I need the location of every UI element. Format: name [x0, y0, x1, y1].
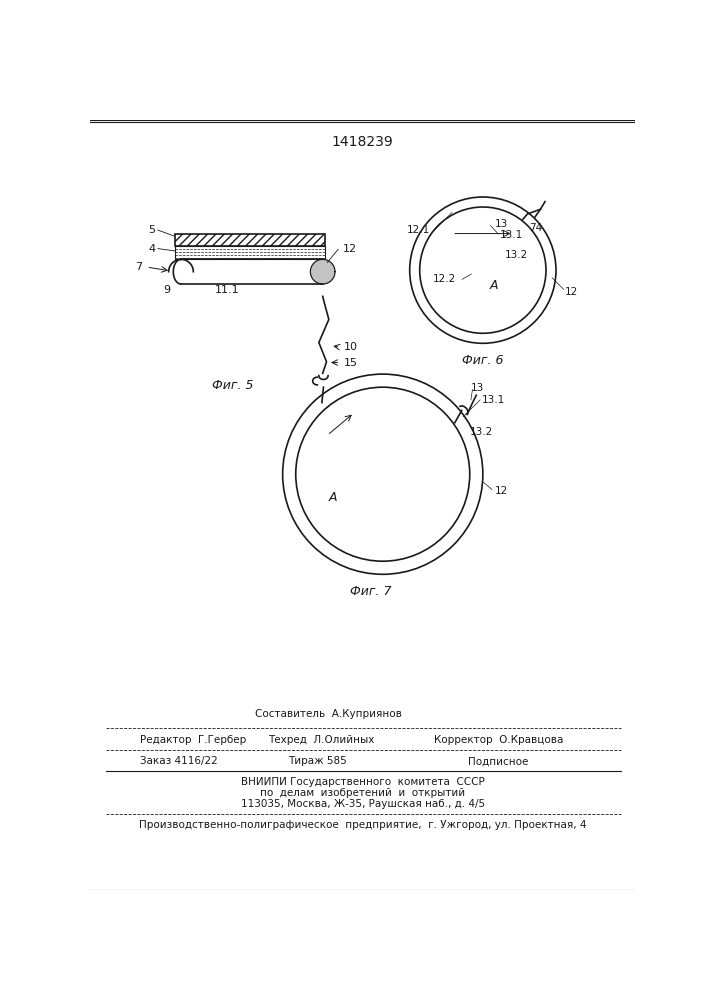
Text: 74: 74 [529, 223, 542, 233]
Text: Заказ 4116/22: Заказ 4116/22 [140, 756, 218, 766]
Text: 13.2: 13.2 [504, 250, 527, 260]
Text: 13.1: 13.1 [500, 231, 523, 240]
Text: A: A [490, 279, 498, 292]
Text: 13: 13 [494, 219, 508, 229]
Text: Фиг. 7: Фиг. 7 [351, 585, 392, 598]
Text: Фиг. 6: Фиг. 6 [462, 354, 503, 367]
Text: 12: 12 [494, 486, 508, 496]
Text: 10: 10 [344, 342, 358, 352]
Text: по  делам  изобретений  и  открытий: по делам изобретений и открытий [260, 788, 465, 798]
Text: Редактор  Г.Гербер: Редактор Г.Гербер [140, 735, 247, 745]
Text: 113035, Москва, Ж-35, Раушская наб., д. 4/5: 113035, Москва, Ж-35, Раушская наб., д. … [240, 799, 485, 809]
Text: 1418239: 1418239 [332, 135, 394, 149]
Text: 12: 12 [343, 244, 357, 254]
Text: Корректор  О.Кравцова: Корректор О.Кравцова [433, 735, 563, 745]
Text: 13: 13 [471, 383, 484, 393]
Text: Составитель  А.Куприянов: Составитель А.Куприянов [255, 709, 402, 719]
Text: 5: 5 [148, 225, 156, 235]
Text: 15: 15 [344, 358, 358, 368]
Text: 7: 7 [135, 262, 143, 272]
Text: 9: 9 [163, 285, 170, 295]
Text: 12.1: 12.1 [407, 225, 431, 235]
Text: Производственно-полиграфическое  предприятие,  г. Ужгород, ул. Проектная, 4: Производственно-полиграфическое предприя… [139, 820, 587, 830]
Text: ВНИИПИ Государственного  комитета  СССР: ВНИИПИ Государственного комитета СССР [241, 777, 484, 787]
Text: 4: 4 [148, 244, 156, 254]
Polygon shape [310, 259, 335, 284]
Text: 11.1: 11.1 [215, 285, 240, 295]
Polygon shape [175, 246, 325, 259]
Text: 13.2: 13.2 [469, 427, 493, 437]
Text: 12.2: 12.2 [433, 274, 456, 284]
Text: Тираж 585: Тираж 585 [288, 756, 346, 766]
Text: 13.1: 13.1 [481, 395, 505, 405]
Text: A: A [329, 491, 337, 504]
Polygon shape [175, 234, 325, 246]
Text: 12: 12 [565, 287, 578, 297]
Text: Подписное: Подписное [468, 756, 528, 766]
Text: Фиг. 5: Фиг. 5 [212, 379, 253, 392]
Text: Техред  Л.Олийных: Техред Л.Олийных [268, 735, 374, 745]
